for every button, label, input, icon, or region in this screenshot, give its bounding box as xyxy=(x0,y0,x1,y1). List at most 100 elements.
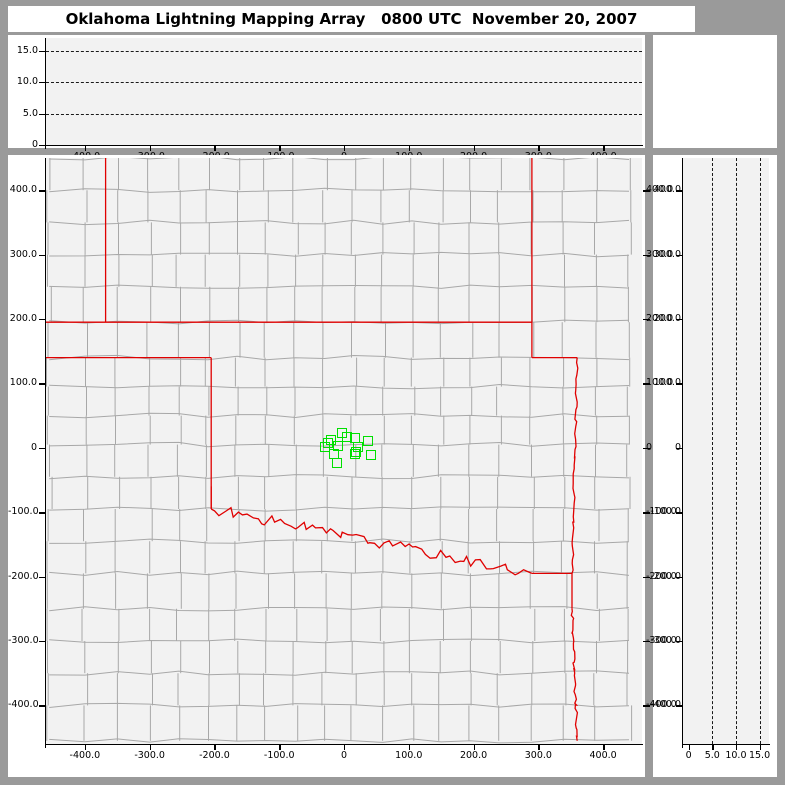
map-y-tick-label-right: -100.0 xyxy=(646,506,677,518)
x-tick-label: 0 xyxy=(685,750,692,761)
x-tick-label: 10.0 xyxy=(725,750,747,761)
lightning-source-marker xyxy=(342,431,353,442)
y-axis-line xyxy=(45,158,47,748)
title-bar: Oklahoma Lightning Mapping Array 0800 UT… xyxy=(8,6,695,32)
x-tick xyxy=(603,745,605,750)
y-tick xyxy=(39,640,46,643)
top-plot-area[interactable] xyxy=(46,38,642,145)
y-tick-right xyxy=(643,190,650,192)
y-tick xyxy=(676,383,683,385)
lightning-source-marker xyxy=(322,438,333,449)
map-plot-area[interactable] xyxy=(46,158,642,744)
top-altitude-panel: 05.010.015.0-400.0-300.0-200.0-100.00100… xyxy=(8,35,645,162)
x-tick xyxy=(344,745,346,750)
x-tick xyxy=(84,745,87,750)
y-tick-label: 5.0 xyxy=(22,107,38,119)
y-tick-label: 100.0 xyxy=(9,377,37,389)
y-tick-label: 10.0 xyxy=(16,76,38,88)
map-y-tick-label-right: -300.0 xyxy=(646,634,677,646)
gridline-x xyxy=(712,158,714,744)
y-tick xyxy=(676,512,683,514)
x-tick-label: 400.0 xyxy=(589,750,617,761)
y-tick xyxy=(39,254,46,256)
y-tick xyxy=(39,512,46,514)
y-tick-label: -300.0 xyxy=(8,634,39,646)
x-axis-line xyxy=(45,744,643,746)
y-tick-right xyxy=(643,640,650,643)
y-tick-label: -200.0 xyxy=(650,570,681,582)
y-tick xyxy=(39,318,46,321)
lightning-source-marker xyxy=(350,449,361,460)
y-tick xyxy=(676,447,683,450)
y-tick xyxy=(676,254,683,256)
y-tick-label: 200.0 xyxy=(653,312,681,324)
gridline-y xyxy=(46,113,642,115)
y-tick-right xyxy=(643,318,650,321)
y-tick xyxy=(39,82,46,84)
map-y-tick-label-right: -200.0 xyxy=(646,570,677,582)
x-tick-label: 100.0 xyxy=(395,750,423,761)
x-tick-label: 5.0 xyxy=(704,750,720,761)
y-tick-label: 300.0 xyxy=(653,248,681,260)
top-right-blank-panel xyxy=(653,35,777,148)
y-tick-label: 0 xyxy=(674,441,681,453)
map-panel: 400.0 300.0 200.0 100.0 0 -100.0 -200.0 -300.0 -… xyxy=(8,155,650,777)
lightning-source-marker xyxy=(337,428,348,439)
y-axis-line xyxy=(682,158,684,748)
x-tick xyxy=(473,146,475,151)
x-axis-line xyxy=(45,145,643,147)
x-tick xyxy=(408,745,411,750)
y-tick-right xyxy=(643,576,650,578)
x-tick-label: 200.0 xyxy=(459,750,488,761)
y-tick-label: 0 xyxy=(31,139,38,150)
map-y-tick-label-right: 0 xyxy=(646,441,653,453)
y-tick-label: -100.0 xyxy=(8,506,39,518)
gridline-x xyxy=(735,158,737,744)
x-tick xyxy=(759,745,761,750)
map-y-tick-label-right: 100.0 xyxy=(646,377,674,389)
y-axis-line xyxy=(45,38,47,149)
gridline-y xyxy=(46,50,642,52)
x-tick-label: -400.0 xyxy=(69,750,101,761)
x-tick xyxy=(688,745,691,750)
x-tick xyxy=(149,745,152,750)
x-tick-label: 300.0 xyxy=(524,750,552,761)
x-axis-line xyxy=(682,744,770,746)
x-tick xyxy=(279,146,281,151)
x-tick xyxy=(538,146,540,151)
x-tick xyxy=(214,146,216,151)
lightning-source-marker xyxy=(332,457,343,468)
x-tick xyxy=(473,745,475,750)
y-tick xyxy=(39,190,46,192)
y-tick xyxy=(39,576,46,578)
y-tick-label: -400.0 xyxy=(8,699,39,711)
y-tick-right xyxy=(643,447,650,450)
x-tick-label: -200.0 xyxy=(199,750,230,761)
lightning-source-marker xyxy=(325,435,336,446)
x-tick-label: 15.0 xyxy=(748,750,771,761)
x-tick-label: 0 xyxy=(340,750,348,761)
y-tick-right xyxy=(643,705,650,707)
y-tick-label: 400.0 xyxy=(9,184,37,196)
y-tick xyxy=(676,190,683,192)
x-tick xyxy=(603,146,605,151)
lightning-source-marker xyxy=(365,450,376,460)
lightning-source-marker xyxy=(320,441,331,452)
y-tick xyxy=(39,705,46,707)
right-plot-area[interactable] xyxy=(683,158,769,744)
y-tick-label: 200.0 xyxy=(9,312,37,324)
x-tick xyxy=(149,146,152,151)
right-altitude-panel: 400.0 300.0 200.0 100.0 0 -100.0 -200.0 -300.0 -… xyxy=(650,155,777,777)
gridline-x xyxy=(759,158,761,744)
y-tick-label: 400.0 xyxy=(653,184,681,196)
y-tick-right xyxy=(643,254,650,256)
y-tick-label: -400.0 xyxy=(650,699,681,711)
lightning-source-marker xyxy=(333,440,344,451)
y-tick xyxy=(39,447,46,450)
x-tick-label: -100.0 xyxy=(263,750,295,761)
x-tick xyxy=(84,146,87,151)
x-tick xyxy=(408,146,411,151)
page-title: Oklahoma Lightning Mapping Array 0800 UT… xyxy=(65,10,638,28)
map-y-tick-label-right: 200.0 xyxy=(646,312,674,324)
y-tick-right xyxy=(643,383,650,385)
